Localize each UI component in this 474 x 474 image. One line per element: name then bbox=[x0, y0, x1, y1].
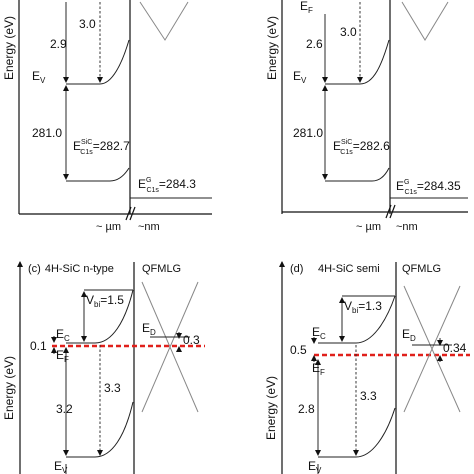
panel-d-gap-right-value: 3.3 bbox=[360, 389, 377, 403]
panel-c-ylabel: Energy (eV) bbox=[2, 356, 16, 420]
panel-b-dirac-cone bbox=[401, 1, 449, 41]
panel-a-c1s-sic: ESiC C1s=282.7 bbox=[73, 139, 130, 156]
panel-c-ed-label: ED bbox=[142, 321, 156, 337]
panel-d-ef-label: EF bbox=[312, 361, 325, 377]
panel-d-vbi-label: Vbi=1.3 bbox=[344, 299, 382, 315]
panel-c-ef-label: EF bbox=[56, 348, 69, 364]
panel-c-title-right: QFMLG bbox=[142, 263, 181, 275]
panel-c-dirac-cone bbox=[141, 281, 199, 413]
panel-c: Energy (eV) (c) 4H-SiC n-type QFMLG Vbi=1… bbox=[2, 261, 205, 474]
panel-c-gap-right-value: 3.3 bbox=[104, 381, 121, 395]
panel-d-ec-label: EC bbox=[312, 325, 326, 341]
panel-d-dirac-cone bbox=[403, 285, 461, 413]
panel-b-valence-band bbox=[325, 39, 390, 85]
panel-c-title-left: (c) 4H-SiC n-type bbox=[28, 263, 114, 275]
panel-d-ylabel: Energy (eV) bbox=[264, 376, 278, 440]
panel-d-ecef-value: 0.5 bbox=[290, 343, 307, 357]
panel-b-core-level-sic bbox=[325, 167, 390, 182]
panel-a-dirac-cone bbox=[139, 1, 189, 41]
panel-d-conduction-band bbox=[318, 295, 396, 344]
panel-a-xscale-right: ~nm bbox=[138, 221, 160, 233]
panel-c-conduction-band bbox=[66, 289, 134, 344]
panel-c-ec-label: EC bbox=[56, 327, 70, 343]
panel-b-ylabel: Energy (eV) bbox=[265, 16, 279, 80]
panel-b-gap-right-value: 3.0 bbox=[340, 25, 357, 39]
panel-c-valence-band bbox=[66, 401, 134, 458]
panel-a-valence-band bbox=[66, 39, 130, 85]
panel-c-ed-value: 0.3 bbox=[183, 333, 200, 347]
panel-a-core-value: 281.0 bbox=[32, 126, 62, 140]
panel-a-ev-label: EV bbox=[32, 69, 46, 85]
panel-a-core-level-sic bbox=[66, 167, 130, 182]
panel-b-c1s-sic: ESiC C1s=282.6 bbox=[333, 139, 390, 156]
panel-b-ef-label: EF bbox=[300, 0, 313, 15]
panel-b-xscale-left: ~ µm bbox=[356, 221, 381, 233]
panel-a-gap-right-value: 3.0 bbox=[79, 17, 96, 31]
panel-b-xscale-right: ~nm bbox=[396, 221, 418, 233]
panel-d-ev-label: EV bbox=[308, 459, 322, 474]
panel-d-ed-value: 0.34 bbox=[443, 341, 467, 355]
panel-a-gap-left-value: 2.9 bbox=[50, 37, 67, 51]
panel-c-ev-label: EV bbox=[54, 459, 68, 474]
panel-c-gap-left-value: 3.2 bbox=[56, 402, 73, 416]
panel-d-tag: (d) bbox=[290, 263, 303, 275]
panel-b-gap-left-value: 2.6 bbox=[306, 37, 323, 51]
panel-c-vbi-label: Vbi=1.5 bbox=[86, 293, 124, 309]
panel-d-gap-left-value: 2.8 bbox=[298, 402, 315, 416]
panel-a-ylabel: Energy (eV) bbox=[2, 16, 16, 80]
panel-b: Energy (eV) EF 2.6 3.0 EV 281.0 ESiC C1s=… bbox=[265, 0, 468, 233]
axis-break-marks bbox=[125, 204, 396, 221]
panel-d-ed-label: ED bbox=[402, 327, 416, 343]
panel-b-core-value: 281.0 bbox=[293, 126, 323, 140]
panel-d-title-right: QFMLG bbox=[402, 263, 441, 275]
panel-a-xscale-left: ~ µm bbox=[96, 221, 121, 233]
panel-d-valence-band bbox=[318, 407, 396, 458]
panel-a-c1s-g: EG C1s=284.3 bbox=[138, 177, 196, 194]
panel-b-ev-label: EV bbox=[293, 69, 307, 85]
panel-d: Energy (eV) (d) 4H-SiC semi QFMLG Vbi=1.… bbox=[264, 261, 470, 474]
panel-b-c1s-g: EG C1s=284.35 bbox=[396, 179, 461, 196]
panel-d-title-left: 4H-SiC semi bbox=[318, 263, 380, 275]
panel-c-ecef-value: 0.1 bbox=[30, 339, 47, 353]
panel-a: Energy (eV) 2.9 3.0 EV 281.0 ESiC C1s=282… bbox=[2, 0, 212, 233]
